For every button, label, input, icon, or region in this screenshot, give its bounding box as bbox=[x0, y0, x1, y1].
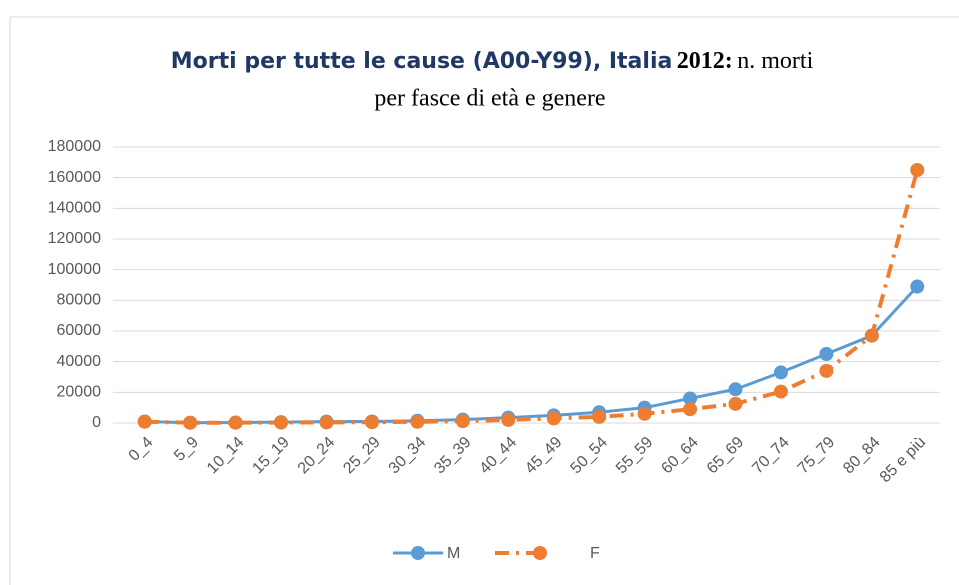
point bbox=[864, 328, 879, 343]
point bbox=[910, 163, 925, 177]
point bbox=[637, 406, 652, 421]
point bbox=[319, 415, 334, 430]
y-tick-label: 120000 bbox=[48, 230, 101, 247]
point bbox=[683, 391, 698, 406]
y-tick-label: 100000 bbox=[48, 261, 101, 278]
title-part: Morti per tutte le cause (A00-Y99), Ital… bbox=[171, 49, 673, 74]
legend-marker bbox=[411, 546, 425, 560]
point bbox=[546, 411, 561, 426]
y-tick-label: 20000 bbox=[57, 384, 102, 401]
point bbox=[683, 402, 698, 417]
point bbox=[910, 279, 925, 294]
y-tick-label: 60000 bbox=[57, 322, 102, 339]
legend-marker bbox=[533, 546, 547, 560]
point bbox=[819, 347, 834, 361]
chart-title: Morti per tutte le cause (A00-Y99), Ital… bbox=[171, 48, 814, 75]
legend-label: M bbox=[447, 545, 460, 562]
title-part: 2012: bbox=[677, 48, 733, 74]
title-part: n. morti bbox=[737, 48, 813, 74]
legend-label: F bbox=[590, 545, 600, 562]
point bbox=[410, 414, 425, 429]
y-tick-label: 0 bbox=[92, 414, 101, 431]
y-tick-label: 40000 bbox=[57, 353, 102, 370]
point bbox=[728, 382, 743, 397]
y-tick-label: 160000 bbox=[48, 169, 101, 186]
point bbox=[455, 414, 470, 429]
point bbox=[501, 412, 516, 427]
point bbox=[728, 396, 743, 411]
series-line bbox=[144, 169, 920, 425]
point bbox=[364, 415, 379, 430]
y-tick-label: 80000 bbox=[57, 292, 102, 309]
point bbox=[819, 363, 834, 378]
point bbox=[592, 409, 607, 424]
chart-title: per fasce di età e genere bbox=[374, 86, 605, 112]
point bbox=[137, 414, 152, 429]
chart-frame bbox=[9, 16, 959, 585]
point bbox=[773, 365, 788, 380]
y-tick-label: 180000 bbox=[48, 138, 101, 155]
point bbox=[773, 384, 788, 399]
y-tick-label: 140000 bbox=[48, 200, 101, 217]
point bbox=[228, 415, 243, 430]
point bbox=[183, 415, 198, 430]
point bbox=[274, 415, 289, 430]
